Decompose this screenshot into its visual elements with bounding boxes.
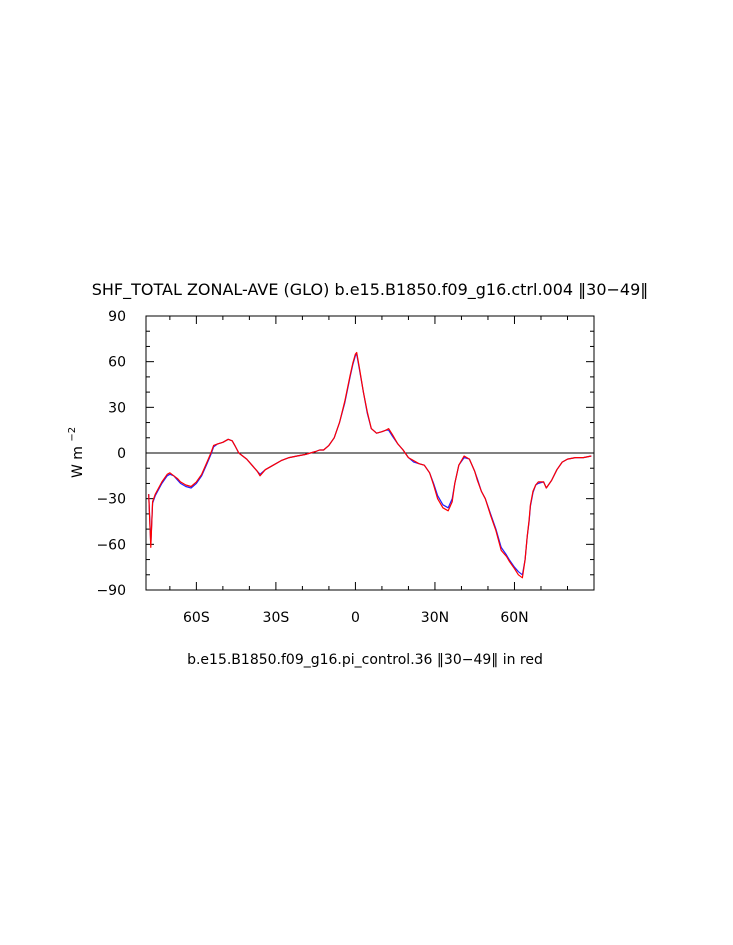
y-tick-label: 30 xyxy=(108,400,126,416)
x-tick-label: 30S xyxy=(263,610,290,626)
y-axis-label-unit: W m xyxy=(70,446,86,478)
chart-title: SHF_TOTAL ZONAL-AVE (GLO) b.e15.B1850.f0… xyxy=(92,280,649,300)
y-axis-label: W m −2 xyxy=(67,427,86,478)
y-tick-labels: 90 60 30 0 −30 −60 −90 xyxy=(96,309,126,599)
series-line-red xyxy=(148,351,592,579)
x-tick-labels: 60S 30S 0 30N 60N xyxy=(183,610,529,626)
series-line-blue xyxy=(148,353,592,576)
y-tick-label: 90 xyxy=(108,309,126,325)
y-axis-label-exponent: −2 xyxy=(67,427,78,442)
y-tick-label: −60 xyxy=(96,537,126,553)
x-tick-label: 60N xyxy=(500,610,528,626)
minor-ticks xyxy=(146,316,594,590)
x-tick-label: 0 xyxy=(351,610,360,626)
plot-area xyxy=(145,315,595,591)
x-tick-label: 30N xyxy=(421,610,449,626)
y-tick-label: 60 xyxy=(108,355,126,371)
major-ticks xyxy=(146,315,594,591)
series-layer xyxy=(148,351,592,579)
x-tick-label: 60S xyxy=(183,610,210,626)
y-tick-label: −30 xyxy=(96,492,126,508)
y-tick-label: 0 xyxy=(117,446,126,462)
comparison-note: b.e15.B1850.f09_g16.pi_control.36 ‖30−49… xyxy=(187,652,543,668)
y-tick-label: −90 xyxy=(96,583,126,599)
